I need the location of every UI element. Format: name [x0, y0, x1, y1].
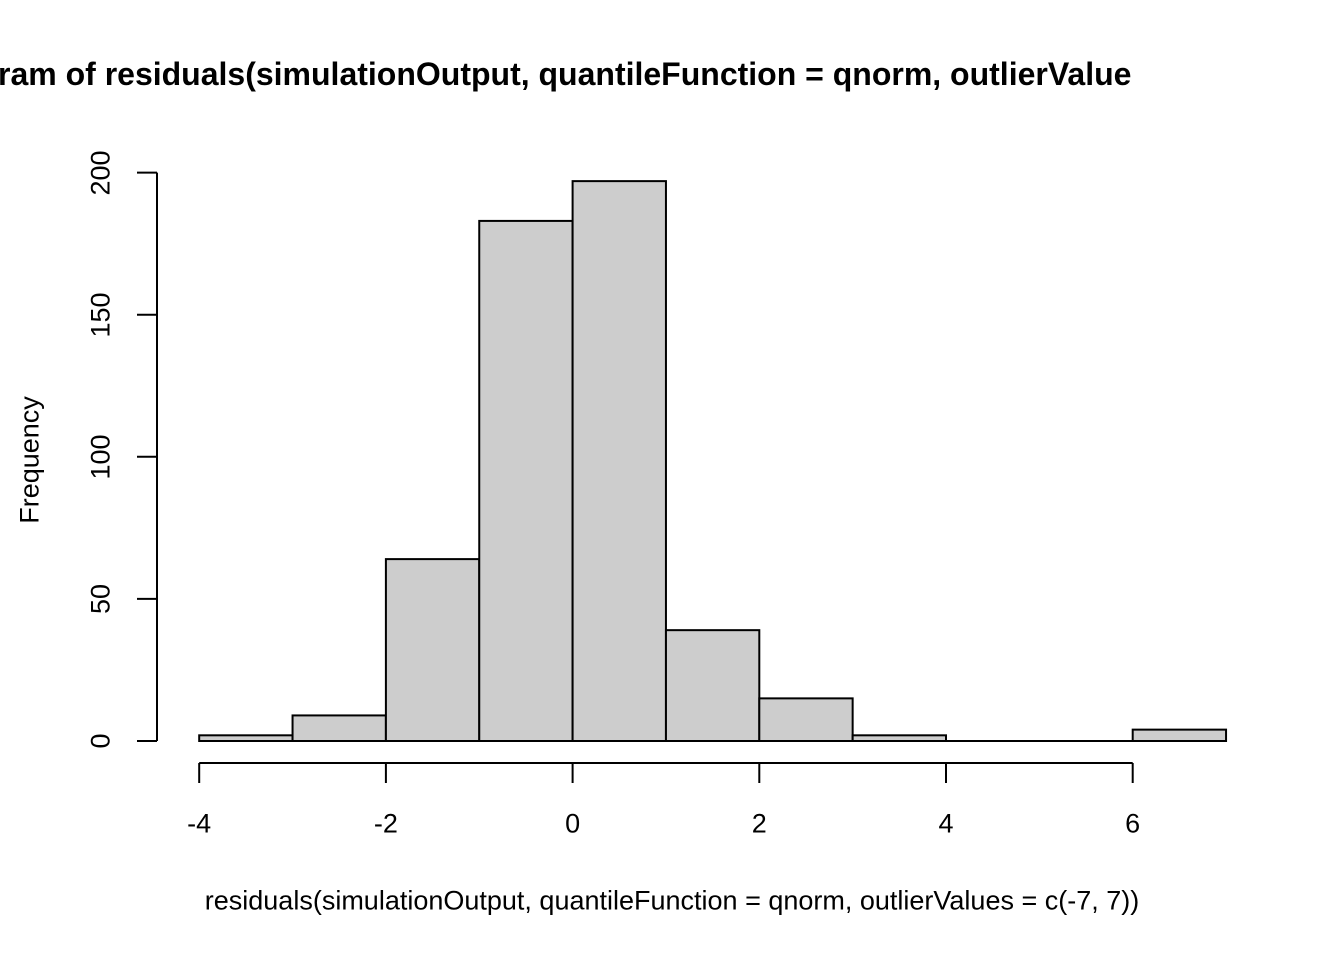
histogram-bar — [851, 734, 948, 742]
histogram-bar — [571, 180, 667, 743]
y-tick-label: 0 — [85, 733, 116, 749]
histogram-bar — [664, 629, 761, 742]
x-tick-label: 0 — [565, 808, 581, 839]
y-axis-label: Frequency — [14, 396, 45, 524]
histogram-bar — [198, 734, 294, 742]
x-tick-label: -2 — [373, 808, 398, 839]
x-tick-label: -4 — [187, 808, 212, 839]
histogram-bar — [478, 219, 574, 742]
histogram-bar — [291, 714, 387, 742]
plot-title: ram of residuals(simulationOutput, quant… — [0, 56, 1132, 92]
y-tick-label: 100 — [85, 434, 116, 480]
x-tick-label: 4 — [938, 808, 954, 839]
histogram-bar — [1131, 728, 1228, 743]
x-axis-label: residuals(simulationOutput, quantileFunc… — [204, 885, 1140, 916]
histogram-bar — [758, 697, 854, 742]
y-tick-label: 50 — [85, 583, 116, 614]
y-tick-label: 200 — [85, 150, 116, 196]
y-tick-label: 150 — [85, 292, 116, 338]
histogram-bar — [384, 558, 481, 742]
x-tick-label: 6 — [1125, 808, 1141, 839]
x-tick-label: 2 — [751, 808, 767, 839]
